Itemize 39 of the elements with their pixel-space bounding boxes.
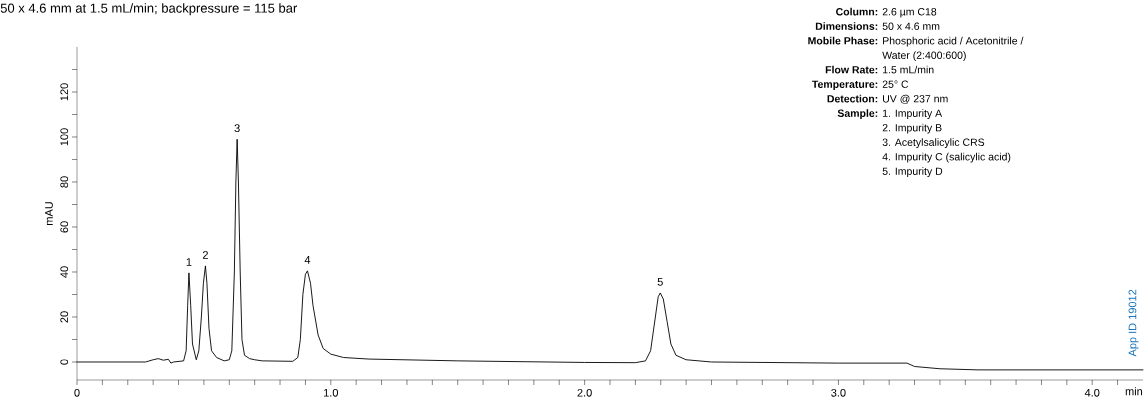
annotation: 1 <box>186 258 192 266</box>
annotation: 2. Impurity B <box>882 123 942 134</box>
annotation: UV @ 237 nm <box>883 94 948 104</box>
annotation: Detection: <box>827 94 878 103</box>
y-tick-label: 0 <box>60 359 69 365</box>
x-axis-title: min <box>1125 387 1143 396</box>
annotation: 4. Impurity C (salicylic acid) <box>882 152 1011 163</box>
y-tick-label: 80 <box>60 176 69 188</box>
x-tick-label: 1.0 <box>323 388 339 397</box>
annotation: Flow Rate: <box>825 65 878 74</box>
x-tick-label: 3.0 <box>831 388 846 397</box>
chart-title: 50 x 4.6 mm at 1.5 mL/min; backpressure = 115 bar <box>0 3 298 16</box>
text: Mobile Phase: <box>808 36 878 45</box>
annotation: Sample: <box>837 109 878 120</box>
annotation: 1. Impurity A <box>883 109 943 120</box>
text: Dimensions: <box>815 22 878 30</box>
annotation: 5. Impurity D <box>882 167 943 178</box>
annotation: 3. Acetylsalicylic CRS <box>882 138 985 149</box>
y-tick-label: 60 <box>60 221 69 233</box>
text: Column: <box>836 7 878 16</box>
x-tick-label: 2.0 <box>577 388 592 397</box>
y-tick-label: 40 <box>60 266 69 278</box>
y-tick-label: 20 <box>60 311 69 323</box>
x-tick-label: 0 <box>74 388 80 397</box>
text: 50 x 4.6 mm <box>882 22 940 30</box>
text: 2.6 µm C18 <box>882 8 937 18</box>
y-tick-label: 100 <box>60 128 69 146</box>
annotation: 5 <box>657 278 663 286</box>
annotation: 2 <box>202 251 208 259</box>
y-tick-label: 120 <box>60 83 69 101</box>
annotation: App ID 19012 <box>1128 289 1139 357</box>
annotation: 1.5 mL/min <box>883 65 934 74</box>
y-axis-title: mAU <box>45 202 53 225</box>
x-tick-label: 4.0 <box>1084 388 1100 397</box>
annotation: Phosphoric acid / Acetonitrile / Water (2:400:600) <box>882 36 1024 62</box>
annotation: 4 <box>304 256 311 264</box>
annotation: 25° C <box>882 80 909 88</box>
annotation: Temperature: <box>812 80 878 91</box>
annotation: 3 <box>234 124 240 133</box>
